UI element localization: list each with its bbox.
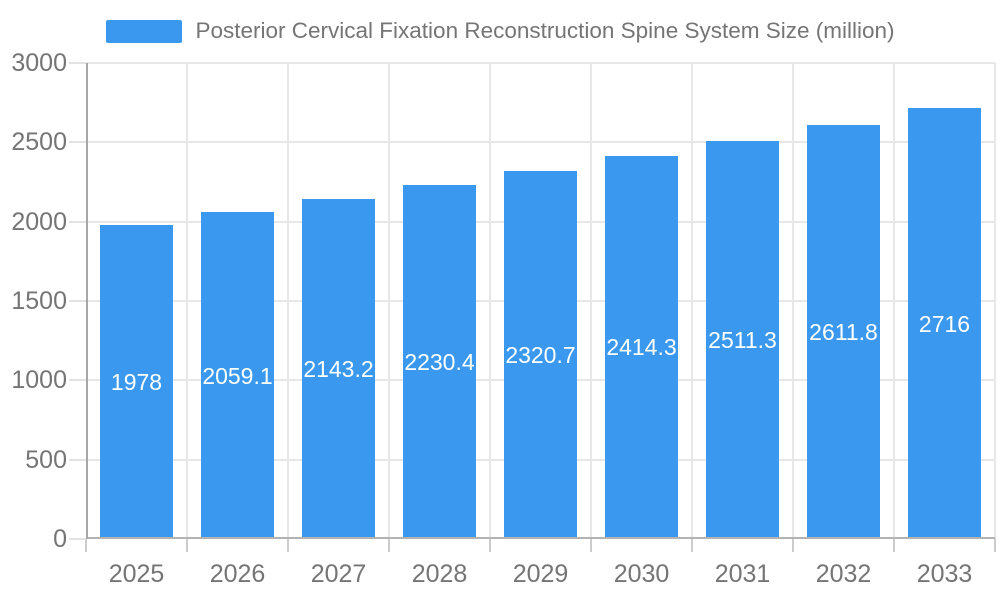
bar-2033[interactable] — [908, 108, 981, 539]
x-axis-label-2029: 2029 — [512, 560, 569, 588]
bar-2028[interactable] — [403, 185, 476, 539]
x-axis-label-2025: 2025 — [108, 560, 165, 588]
vertical-gridline-8 — [893, 63, 895, 539]
y-axis-tick-2000 — [69, 221, 86, 223]
plot-area: 1978 2059.1 2143.2 2230.4 2320.7 2414.3 2511.3… — [69, 62, 996, 552]
bar-2026[interactable] — [201, 212, 274, 539]
bar-value-label-2033: 2716 — [918, 311, 971, 337]
vertical-gridline-5 — [590, 63, 592, 539]
bar-2025[interactable] — [100, 225, 173, 539]
bar-value-label-2026: 2059.1 — [202, 363, 273, 389]
y-axis-tick-2500 — [69, 141, 86, 143]
legend[interactable]: Posterior Cervical Fixation Reconstructi… — [0, 18, 1000, 44]
legend-label: Posterior Cervical Fixation Reconstructi… — [195, 18, 895, 43]
vertical-gridline-9 — [994, 63, 996, 539]
x-axis-tick-0 — [85, 539, 87, 552]
vertical-gridline-2 — [287, 63, 289, 539]
x-axis-tick-7 — [792, 539, 794, 552]
x-axis-tick-1 — [186, 539, 188, 552]
bar-value-label-2028: 2230.4 — [404, 349, 475, 375]
vertical-gridline-4 — [489, 63, 491, 539]
x-axis-tick-8 — [893, 539, 895, 552]
x-axis-label-2030: 2030 — [613, 560, 670, 588]
y-axis-tick-0 — [69, 538, 86, 540]
bar-2032[interactable] — [807, 125, 880, 539]
bar-value-label-2027: 2143.2 — [303, 356, 374, 382]
y-axis-label-500: 500 — [25, 446, 67, 474]
x-axis-label-2031: 2031 — [714, 560, 771, 588]
y-axis-line — [86, 63, 88, 539]
y-axis-label-1500: 1500 — [11, 287, 67, 315]
bar-value-label-2025: 1978 — [110, 369, 163, 395]
y-axis-tick-3000 — [69, 62, 86, 64]
x-axis-label-2033: 2033 — [916, 560, 973, 588]
x-axis-line — [86, 537, 995, 539]
vertical-gridline-7 — [792, 63, 794, 539]
y-axis-label-2500: 2500 — [11, 128, 67, 156]
y-axis-tick-1500 — [69, 300, 86, 302]
x-axis-label-2028: 2028 — [411, 560, 468, 588]
x-axis-tick-9 — [994, 539, 996, 552]
bar-2027[interactable] — [302, 199, 375, 539]
y-axis-label-1000: 1000 — [11, 366, 67, 394]
bar-2031[interactable] — [706, 141, 779, 539]
bar-value-label-2032: 2611.8 — [809, 319, 878, 345]
y-axis-label-3000: 3000 — [11, 49, 67, 77]
y-axis-tick-500 — [69, 459, 86, 461]
y-axis-label-2000: 2000 — [11, 208, 67, 236]
x-axis-tick-4 — [489, 539, 491, 552]
x-axis-label-2027: 2027 — [310, 560, 367, 588]
horizontal-gridline-3000 — [86, 62, 995, 64]
bar-value-label-2030: 2414.3 — [606, 334, 677, 360]
x-axis-label-2032: 2032 — [815, 560, 872, 588]
bar-value-label-2031: 2511.3 — [708, 327, 777, 353]
vertical-gridline-1 — [186, 63, 188, 539]
y-axis-label-0: 0 — [53, 525, 67, 553]
x-axis-tick-6 — [691, 539, 693, 552]
x-axis-tick-3 — [388, 539, 390, 552]
x-axis-label-2026: 2026 — [209, 560, 266, 588]
bar-2030[interactable] — [605, 156, 678, 539]
bar-2029[interactable] — [504, 171, 577, 539]
vertical-gridline-3 — [388, 63, 390, 539]
horizontal-gridline-2500 — [86, 141, 995, 143]
x-axis-tick-5 — [590, 539, 592, 552]
x-axis-tick-2 — [287, 539, 289, 552]
y-axis-tick-1000 — [69, 379, 86, 381]
vertical-gridline-6 — [691, 63, 693, 539]
legend-swatch-icon — [105, 19, 182, 43]
bar-value-label-2029: 2320.7 — [505, 342, 576, 368]
